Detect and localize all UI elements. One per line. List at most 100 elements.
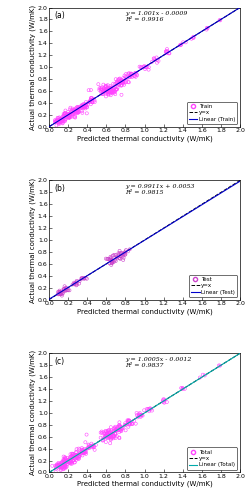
Point xyxy=(111,86,115,94)
Point xyxy=(102,86,106,94)
Point xyxy=(121,78,125,86)
Point xyxy=(114,434,118,442)
Point xyxy=(104,92,108,100)
Point xyxy=(72,110,75,118)
Point xyxy=(80,109,84,117)
Point xyxy=(64,284,68,292)
Point xyxy=(61,117,65,125)
Point xyxy=(105,429,109,437)
Point xyxy=(138,411,142,419)
Point xyxy=(77,455,81,463)
Point xyxy=(109,84,113,92)
Point xyxy=(80,274,84,282)
Point xyxy=(109,432,113,440)
Point xyxy=(74,278,78,286)
Point xyxy=(57,462,61,470)
Point xyxy=(128,246,132,254)
Point xyxy=(64,284,68,292)
Point xyxy=(104,90,108,98)
Point xyxy=(157,57,160,65)
Point xyxy=(66,108,70,116)
Point xyxy=(67,112,71,120)
Point xyxy=(72,454,76,462)
Point xyxy=(123,250,127,258)
Point xyxy=(120,91,123,99)
Point xyxy=(104,254,108,262)
Point xyxy=(66,458,70,466)
Point xyxy=(99,88,103,96)
Point xyxy=(102,84,106,92)
Point xyxy=(112,257,116,265)
Point xyxy=(134,420,138,428)
Point xyxy=(62,458,66,466)
Point xyxy=(217,362,221,370)
Point xyxy=(55,462,59,469)
Point xyxy=(66,110,70,118)
Point xyxy=(63,454,67,462)
Point xyxy=(90,98,94,106)
Point xyxy=(102,86,106,94)
Point xyxy=(58,462,62,469)
Point xyxy=(118,249,122,257)
Point xyxy=(148,404,152,412)
Point xyxy=(89,86,93,94)
Point xyxy=(106,86,110,94)
Point xyxy=(117,254,121,262)
Point xyxy=(201,370,205,378)
Point xyxy=(61,461,64,469)
Point xyxy=(64,113,68,121)
Point xyxy=(60,462,63,469)
Point xyxy=(82,449,86,457)
Point xyxy=(68,112,72,120)
Point xyxy=(113,424,117,432)
Point xyxy=(127,420,131,428)
Point xyxy=(75,452,79,460)
Point xyxy=(54,122,58,130)
Point xyxy=(112,88,116,96)
Point xyxy=(78,448,82,456)
Point xyxy=(135,71,139,79)
Point xyxy=(135,411,139,419)
Point xyxy=(107,88,110,96)
Point xyxy=(112,84,116,92)
Point xyxy=(59,118,63,126)
Point xyxy=(179,41,183,49)
Point xyxy=(72,106,76,114)
Point xyxy=(69,113,73,121)
Point xyxy=(119,76,123,84)
Point xyxy=(101,88,105,96)
Point xyxy=(83,447,86,455)
Point xyxy=(82,100,86,108)
Point xyxy=(57,460,61,468)
Point xyxy=(53,117,57,125)
Point xyxy=(106,89,110,97)
Point xyxy=(70,454,74,462)
Point xyxy=(119,252,123,260)
Point xyxy=(144,64,147,72)
Point xyxy=(58,116,62,124)
Point xyxy=(108,88,112,96)
Point xyxy=(106,431,110,439)
Point xyxy=(100,428,104,436)
Point xyxy=(123,419,127,427)
Point xyxy=(140,64,144,72)
Point xyxy=(69,108,73,116)
Point xyxy=(88,442,92,450)
Point xyxy=(60,118,64,126)
Point xyxy=(106,255,110,263)
Point xyxy=(112,432,116,440)
Point xyxy=(73,105,77,113)
Point xyxy=(63,462,67,470)
Point xyxy=(117,423,121,431)
Point xyxy=(111,426,115,434)
Point xyxy=(141,63,145,71)
Point xyxy=(69,450,73,458)
Point xyxy=(57,462,61,469)
Point xyxy=(59,461,62,469)
Text: (b): (b) xyxy=(55,184,66,193)
Point xyxy=(66,111,70,119)
Point xyxy=(127,417,131,425)
Point xyxy=(73,455,77,463)
Point xyxy=(83,104,87,112)
Point xyxy=(75,452,79,460)
